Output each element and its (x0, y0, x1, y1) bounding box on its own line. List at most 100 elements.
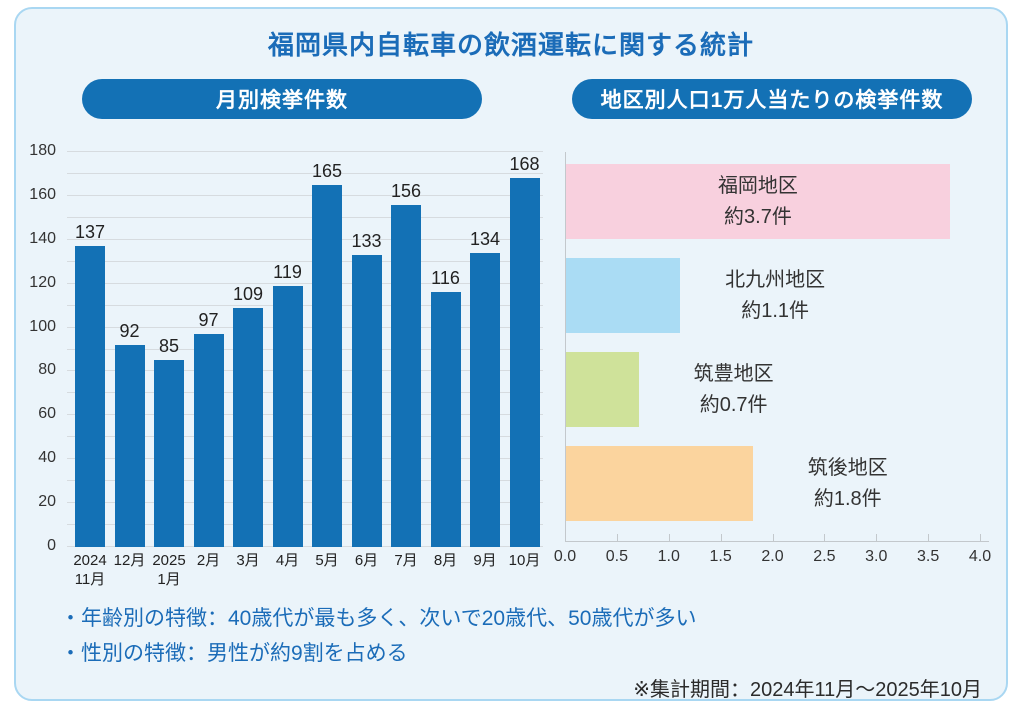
monthly-y-tick-label: 0 (47, 537, 56, 554)
district-bar (566, 352, 639, 427)
monthly-gridline (67, 524, 543, 526)
district-x-tick-label: 0.5 (605, 548, 628, 565)
monthly-bar-value: 134 (469, 228, 501, 249)
district-value: 約1.1件 (741, 299, 810, 322)
district-value: 約0.7件 (699, 393, 768, 416)
monthly-bar: 165 (312, 161, 342, 547)
district-name: 北九州地区 (725, 268, 826, 291)
monthly-x-axis: 2024 11月 12月 2025 1月 2月 3月 4月 5月 6月 7月 8月 9月 10月 (67, 551, 543, 595)
district-x-tick-label: 1.5 (709, 548, 732, 565)
monthly-gridline (67, 414, 543, 416)
monthly-x-tick-label: 4月 (275, 552, 300, 569)
monthly-gridline (67, 216, 543, 218)
monthly-gridline (67, 238, 543, 240)
district-name: 福岡地区 (717, 174, 798, 197)
monthly-gridline (67, 392, 543, 394)
monthly-bar: 119 (272, 262, 303, 547)
monthly-y-tick-label: 180 (29, 142, 56, 159)
district-bar (566, 164, 950, 239)
monthly-gridline (67, 348, 543, 350)
monthly-gridline (67, 282, 543, 284)
district-bar-label: 北九州地区約1.1件 (695, 265, 855, 327)
monthly-bar: 109 (233, 284, 263, 547)
monthly-gridline (67, 194, 543, 196)
monthly-x-tick-label: 6月 (354, 552, 379, 569)
monthly-y-tick-label: 120 (29, 273, 56, 291)
monthly-bar-value: 116 (431, 268, 460, 289)
district-plot-area: 福岡地区約3.7件北九州地区約1.1件筑豊地区約0.7件筑後地区約1.8件 (565, 152, 995, 542)
district-x-tick-label: 2.0 (761, 548, 784, 565)
district-bar-label: 筑豊地区約0.7件 (654, 359, 814, 421)
district-value: 約1.8件 (813, 487, 882, 510)
monthly-bar: 85 (154, 336, 184, 547)
district-x-tick (928, 534, 930, 542)
district-x-tick (824, 534, 826, 542)
monthly-bar-value: 156 (390, 180, 422, 201)
district-x-axis-line (565, 541, 989, 542)
monthly-x-tick-label: 2025 1月 (152, 552, 186, 588)
monthly-x-tick-label: 2024 11月 (73, 552, 107, 588)
monthly-gridline (67, 260, 543, 262)
district-name: 筑後地区 (807, 456, 888, 479)
findings-bullets: ・年齢別の特徴：40歳代が最も多く、次いで20歳代、50歳代が多い ・性別の特徴… (60, 601, 696, 671)
monthly-x-tick-label: 7月 (394, 552, 418, 569)
monthly-x-tick-label: 3月 (236, 552, 260, 569)
monthly-y-tick-label: 140 (29, 229, 56, 247)
bullet-age-feature: ・年齢別の特徴：40歳代が最も多く、次いで20歳代、50歳代が多い (60, 607, 697, 630)
monthly-gridline (67, 151, 543, 152)
monthly-x-tick-label: 5月 (315, 552, 339, 569)
monthly-y-axis: 0 20 40 60 80 100 120 140 160 180 (16, 142, 62, 554)
district-chart-header: 地区別人口1万人当たりの検挙件数 (572, 79, 972, 119)
district-x-axis: 0.0 0.5 1.0 1.5 2.0 2.5 3.0 3.5 4.0 (554, 548, 995, 572)
monthly-x-tick-label: 8月 (433, 552, 458, 569)
district-x-tick (668, 534, 670, 542)
monthly-bar-value: 109 (232, 283, 264, 304)
monthly-bar: 134 (470, 229, 500, 547)
district-y-axis-line (565, 152, 566, 542)
page-title: 福岡県内自転車の飲酒運転に関する統計 (267, 30, 754, 60)
monthly-bar: 156 (391, 181, 421, 547)
monthly-bar-value: 137 (74, 222, 106, 243)
monthly-chart-header: 月別検挙件数 (82, 79, 482, 119)
district-x-tick (720, 534, 722, 542)
district-bar-label: 筑後地区約1.8件 (768, 453, 928, 515)
district-x-tick-label: 0.0 (553, 548, 577, 565)
district-x-tick (980, 534, 981, 542)
monthly-bar-value: 97 (198, 310, 219, 331)
monthly-gridline (67, 458, 543, 460)
district-x-tick (565, 534, 566, 542)
district-x-tick-label: 1.0 (657, 548, 680, 565)
monthly-x-tick-label: 10月 (508, 552, 541, 569)
monthly-plot-area: 137 92 85 97 109 119 165 133 156 116 134 168 (67, 151, 543, 547)
monthly-bar: 116 (430, 268, 461, 547)
monthly-x-tick-label: 9月 (473, 552, 497, 569)
district-x-tick (772, 534, 774, 542)
monthly-y-tick-label: 60 (38, 405, 56, 423)
district-x-tick-label: 3.5 (917, 548, 940, 565)
district-value: 約3.7件 (724, 205, 792, 228)
monthly-y-tick-label: 100 (29, 317, 56, 335)
district-x-tick (616, 534, 618, 542)
district-name: 筑豊地区 (693, 362, 774, 385)
monthly-gridline (67, 326, 543, 328)
monthly-bar: 92 (114, 321, 145, 547)
monthly-y-tick-label: 20 (38, 493, 56, 511)
district-x-tick-label: 4.0 (968, 548, 992, 565)
monthly-bar: 168 (509, 154, 540, 547)
monthly-bar: 133 (351, 231, 382, 547)
monthly-bar: 137 (75, 222, 105, 547)
bullet-gender-feature: ・性別の特徴：男性が約9割を占める (60, 642, 408, 665)
district-x-tick-label: 2.5 (813, 548, 836, 565)
stats-card: 福岡県内自転車の飲酒運転に関する統計 月別検挙件数 地区別人口1万人当たりの検挙… (14, 7, 1008, 701)
monthly-gridline (67, 502, 543, 504)
district-bar-label: 福岡地区約3.7件 (566, 171, 950, 233)
monthly-bar: 97 (193, 310, 224, 547)
monthly-y-tick-label: 40 (38, 449, 56, 467)
monthly-gridline (67, 370, 543, 372)
period-note: ※集計期間：2024年11月～2025年10月 (633, 679, 982, 701)
monthly-bar-value: 133 (351, 231, 382, 252)
monthly-bar-value: 119 (273, 261, 302, 282)
district-bar (566, 258, 681, 333)
monthly-x-tick-label: 2月 (196, 552, 221, 569)
district-bar (566, 446, 753, 521)
